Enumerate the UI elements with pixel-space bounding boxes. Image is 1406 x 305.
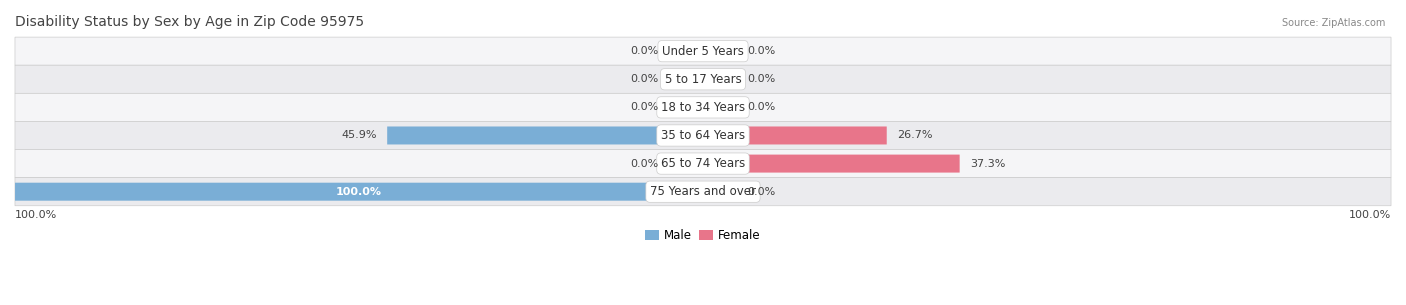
Text: 100.0%: 100.0% <box>336 187 382 197</box>
Text: 37.3%: 37.3% <box>970 159 1005 169</box>
Text: Disability Status by Sex by Age in Zip Code 95975: Disability Status by Sex by Age in Zip C… <box>15 15 364 29</box>
Text: 0.0%: 0.0% <box>630 159 658 169</box>
FancyBboxPatch shape <box>15 121 1391 149</box>
FancyBboxPatch shape <box>668 70 703 88</box>
Text: 0.0%: 0.0% <box>630 102 658 112</box>
Text: 0.0%: 0.0% <box>630 46 658 56</box>
FancyBboxPatch shape <box>15 178 1391 206</box>
Text: 65 to 74 Years: 65 to 74 Years <box>661 157 745 170</box>
FancyBboxPatch shape <box>703 127 887 145</box>
Legend: Male, Female: Male, Female <box>641 224 765 247</box>
FancyBboxPatch shape <box>668 99 703 117</box>
Text: 5 to 17 Years: 5 to 17 Years <box>665 73 741 86</box>
Text: 35 to 64 Years: 35 to 64 Years <box>661 129 745 142</box>
FancyBboxPatch shape <box>703 99 738 117</box>
FancyBboxPatch shape <box>15 149 1391 178</box>
FancyBboxPatch shape <box>15 65 1391 93</box>
FancyBboxPatch shape <box>15 183 703 201</box>
Text: 18 to 34 Years: 18 to 34 Years <box>661 101 745 114</box>
FancyBboxPatch shape <box>387 127 703 145</box>
FancyBboxPatch shape <box>15 37 1391 65</box>
Text: 0.0%: 0.0% <box>748 46 776 56</box>
FancyBboxPatch shape <box>668 42 703 60</box>
Text: 100.0%: 100.0% <box>1348 210 1391 220</box>
Text: 100.0%: 100.0% <box>15 210 58 220</box>
FancyBboxPatch shape <box>15 93 1391 121</box>
FancyBboxPatch shape <box>703 183 738 201</box>
Text: 45.9%: 45.9% <box>342 131 377 141</box>
FancyBboxPatch shape <box>703 70 738 88</box>
Text: Source: ZipAtlas.com: Source: ZipAtlas.com <box>1281 18 1385 28</box>
Text: 0.0%: 0.0% <box>748 74 776 84</box>
FancyBboxPatch shape <box>668 155 703 173</box>
Text: 0.0%: 0.0% <box>630 74 658 84</box>
Text: 26.7%: 26.7% <box>897 131 932 141</box>
Text: Under 5 Years: Under 5 Years <box>662 45 744 58</box>
FancyBboxPatch shape <box>703 42 738 60</box>
Text: 0.0%: 0.0% <box>748 187 776 197</box>
FancyBboxPatch shape <box>703 155 960 173</box>
Text: 0.0%: 0.0% <box>748 102 776 112</box>
Text: 75 Years and over: 75 Years and over <box>650 185 756 198</box>
